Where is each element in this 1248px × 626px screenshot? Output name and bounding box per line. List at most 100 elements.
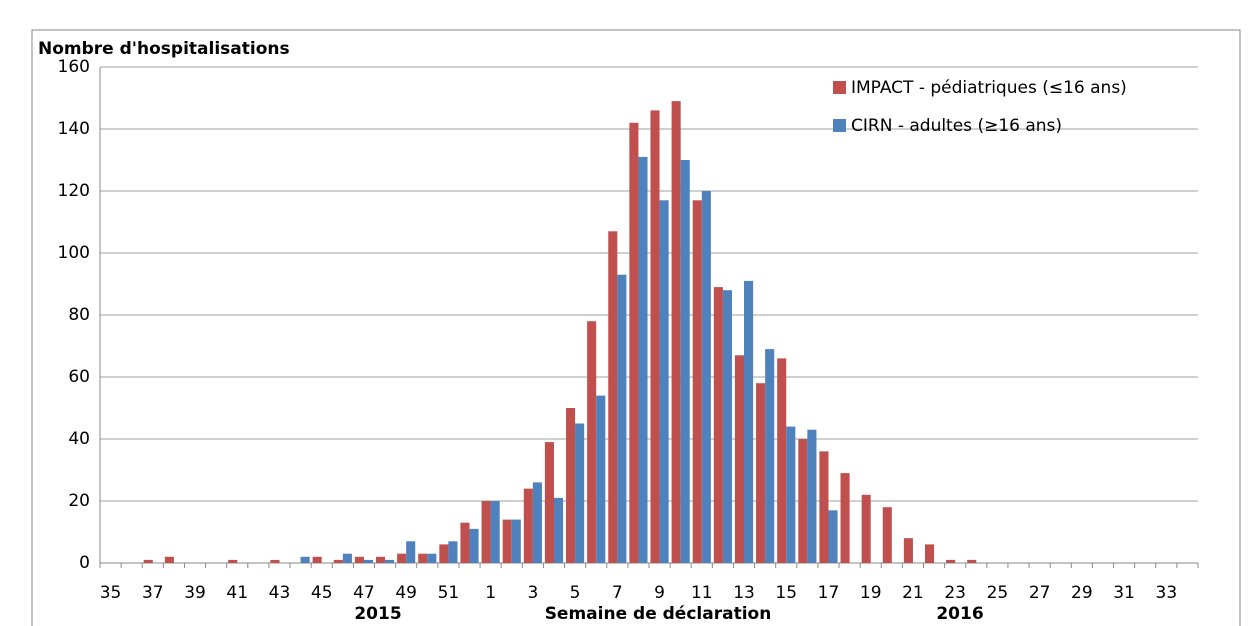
x-tick-label: 21 bbox=[902, 583, 924, 603]
bar bbox=[397, 553, 407, 563]
y-tick-label: 140 bbox=[58, 119, 90, 139]
bar bbox=[734, 355, 745, 563]
legend-label: IMPACT - pédiatriques (≤16 ans) bbox=[851, 78, 1127, 98]
x-tick-label: 29 bbox=[1071, 583, 1093, 603]
year-label: 2016 bbox=[936, 604, 983, 624]
bar bbox=[448, 541, 458, 563]
bar bbox=[143, 559, 153, 563]
x-tick-label: 49 bbox=[395, 583, 417, 603]
y-tick-label: 0 bbox=[79, 553, 90, 573]
bar bbox=[629, 122, 639, 564]
bar bbox=[523, 488, 533, 563]
bar bbox=[439, 544, 449, 563]
y-tick-label: 20 bbox=[68, 491, 90, 511]
bar bbox=[354, 556, 364, 563]
x-tick-label: 23 bbox=[944, 583, 966, 603]
x-tick-label: 13 bbox=[733, 583, 755, 603]
bar bbox=[575, 423, 585, 563]
bar bbox=[553, 497, 564, 563]
x-tick-label: 15 bbox=[775, 583, 797, 603]
bar bbox=[511, 519, 521, 563]
bar bbox=[418, 553, 428, 563]
x-tick-label: 45 bbox=[311, 583, 333, 603]
bar bbox=[385, 559, 395, 563]
bar bbox=[596, 395, 606, 563]
x-tick-label: 51 bbox=[438, 583, 460, 603]
bar bbox=[608, 231, 618, 564]
bar bbox=[946, 559, 956, 563]
bar bbox=[228, 559, 238, 563]
x-tick-label: 41 bbox=[226, 583, 248, 603]
bar bbox=[744, 280, 754, 563]
x-tick-label: 19 bbox=[860, 583, 882, 603]
bar bbox=[924, 544, 935, 563]
bar bbox=[481, 501, 491, 563]
bar bbox=[722, 290, 732, 563]
x-tick-label: 47 bbox=[353, 583, 375, 603]
bar bbox=[659, 200, 669, 564]
bar bbox=[650, 110, 660, 564]
x-tick-label: 17 bbox=[818, 583, 840, 603]
legend-swatch bbox=[833, 81, 846, 94]
bar bbox=[312, 556, 322, 563]
bar bbox=[756, 383, 766, 563]
bar bbox=[342, 553, 352, 563]
x-tick-label: 27 bbox=[1029, 583, 1051, 603]
x-tick-label: 3 bbox=[527, 583, 538, 603]
bar bbox=[566, 408, 576, 563]
bar bbox=[427, 553, 437, 563]
bar bbox=[692, 200, 702, 564]
bar bbox=[680, 160, 690, 563]
x-tick-label: 37 bbox=[142, 583, 164, 603]
chart-frame bbox=[31, 29, 1241, 626]
bar bbox=[469, 528, 479, 563]
y-tick-label: 160 bbox=[58, 57, 90, 77]
y-tick-label: 120 bbox=[58, 181, 90, 201]
bar bbox=[786, 426, 796, 563]
year-label: 2015 bbox=[354, 604, 401, 624]
bar bbox=[532, 482, 542, 563]
y-tick-label: 60 bbox=[68, 367, 90, 387]
x-tick-label: 11 bbox=[691, 583, 713, 603]
bar bbox=[777, 358, 787, 563]
bar bbox=[164, 556, 174, 563]
bar bbox=[460, 522, 470, 563]
y-tick-label: 80 bbox=[68, 305, 90, 325]
bar bbox=[713, 287, 723, 563]
bar bbox=[819, 451, 829, 563]
bar bbox=[544, 442, 554, 563]
bar bbox=[882, 507, 892, 563]
legend-label: CIRN - adultes (≥16 ans) bbox=[851, 116, 1062, 136]
bar bbox=[490, 501, 500, 563]
bar bbox=[587, 321, 597, 563]
bar bbox=[828, 510, 838, 563]
x-tick-label: 35 bbox=[100, 583, 122, 603]
x-tick-label: 5 bbox=[570, 583, 581, 603]
x-tick-label: 31 bbox=[1113, 583, 1135, 603]
bar bbox=[765, 349, 775, 563]
bar bbox=[903, 538, 913, 563]
bar bbox=[406, 541, 416, 563]
x-axis-title: Semaine de déclaration bbox=[545, 604, 772, 624]
bar bbox=[807, 429, 817, 563]
x-tick-label: 33 bbox=[1156, 583, 1178, 603]
bar bbox=[798, 439, 808, 563]
y-tick-label: 40 bbox=[68, 429, 90, 449]
x-tick-label: 1 bbox=[485, 583, 496, 603]
legend-swatch bbox=[833, 119, 846, 132]
bar bbox=[300, 556, 310, 563]
x-tick-label: 43 bbox=[269, 583, 291, 603]
y-tick-label: 100 bbox=[58, 243, 90, 263]
x-tick-label: 25 bbox=[987, 583, 1009, 603]
bar bbox=[861, 494, 871, 563]
x-tick-label: 7 bbox=[612, 583, 623, 603]
bar bbox=[967, 559, 977, 563]
bar bbox=[375, 556, 386, 563]
bar bbox=[840, 473, 850, 563]
bar bbox=[333, 559, 343, 563]
bar bbox=[363, 559, 374, 563]
bar bbox=[638, 156, 648, 563]
x-tick-label: 9 bbox=[654, 583, 665, 603]
